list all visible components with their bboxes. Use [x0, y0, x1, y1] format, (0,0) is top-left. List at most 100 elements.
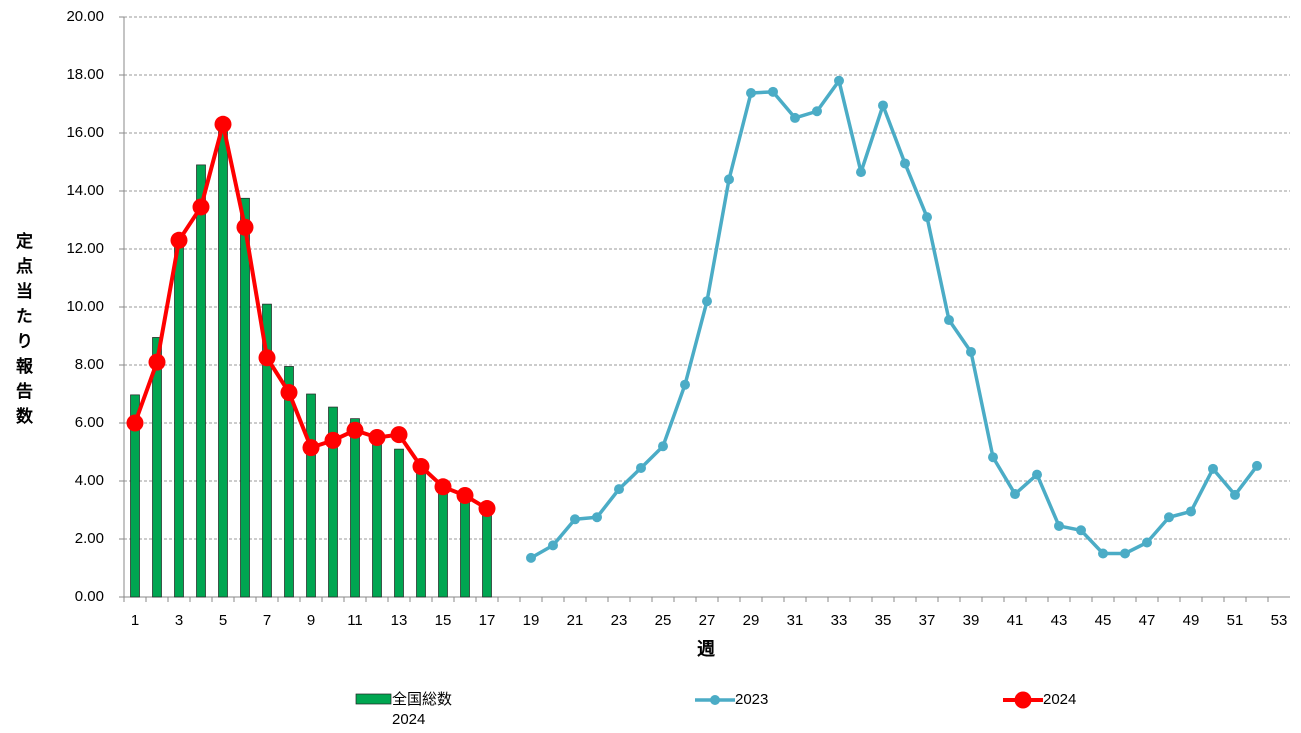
legend-swatch-bar — [355, 693, 392, 705]
bar — [284, 366, 294, 598]
x-tick-label: 7 — [263, 612, 271, 629]
marker — [1186, 506, 1196, 517]
marker — [1076, 525, 1086, 536]
bar — [130, 394, 140, 598]
bar — [350, 418, 360, 598]
marker — [1054, 520, 1064, 531]
marker — [280, 384, 298, 402]
marker — [1142, 537, 1152, 548]
bar — [196, 164, 206, 598]
bar — [460, 496, 470, 598]
bar — [174, 242, 184, 598]
marker — [1208, 463, 1218, 474]
bar — [394, 448, 404, 598]
x-tick-label: 25 — [655, 612, 672, 629]
marker — [900, 158, 910, 169]
y-tick-label: 10.00 — [66, 298, 104, 315]
legend-swatch-marker — [710, 695, 720, 705]
legend-swatch — [355, 693, 392, 705]
marker — [702, 296, 712, 307]
x-tick-label: 15 — [435, 612, 452, 629]
y-tick-label: 6.00 — [75, 414, 104, 431]
x-tick-label: 41 — [1007, 612, 1024, 629]
legend-item: 2023 — [695, 690, 768, 710]
x-tick-label: 47 — [1139, 612, 1156, 629]
marker — [812, 106, 822, 117]
x-tick-label: 9 — [307, 612, 315, 629]
x-tick-label: 39 — [963, 612, 980, 629]
x-tick-label: 45 — [1095, 612, 1112, 629]
marker — [368, 429, 386, 446]
marker — [614, 484, 624, 495]
bar — [240, 197, 250, 598]
y-tick-label: 12.00 — [66, 240, 104, 257]
marker — [724, 174, 734, 185]
marker — [746, 87, 756, 98]
legend-swatch-marker — [1014, 691, 1032, 709]
y-axis-label: 定点当たり報告数 — [13, 232, 32, 432]
marker — [412, 458, 430, 475]
marker — [302, 439, 320, 457]
marker — [966, 346, 976, 357]
marker — [214, 115, 232, 133]
marker — [856, 167, 866, 178]
marker — [570, 514, 580, 525]
x-tick-label: 35 — [875, 612, 892, 629]
x-tick-label: 19 — [523, 612, 540, 629]
bar — [262, 303, 272, 598]
bar — [306, 393, 316, 598]
marker — [680, 379, 690, 390]
x-tick-label: 11 — [347, 612, 363, 629]
x-tick-label: 33 — [831, 612, 848, 629]
marker — [456, 487, 474, 504]
bar — [218, 129, 228, 598]
y-tick-label: 20.00 — [66, 8, 104, 25]
x-tick-label: 23 — [611, 612, 628, 629]
legend-item: 全国総数 2024 — [355, 690, 470, 730]
y-tick-label: 4.00 — [75, 472, 104, 489]
marker — [148, 353, 166, 371]
marker — [834, 75, 844, 86]
marker — [346, 421, 364, 439]
legend-swatch — [1003, 691, 1043, 709]
marker — [192, 198, 210, 216]
marker — [878, 100, 888, 111]
marker — [1098, 548, 1108, 559]
marker — [548, 540, 558, 551]
bar — [482, 508, 492, 598]
x-tick-label: 49 — [1183, 612, 1200, 629]
x-tick-label: 3 — [175, 612, 183, 629]
marker — [944, 315, 954, 326]
marker — [170, 231, 188, 249]
x-tick-label: 51 — [1227, 612, 1244, 629]
x-tick-label: 17 — [479, 612, 496, 629]
x-tick-label: 1 — [131, 612, 139, 629]
x-tick-label: 27 — [699, 612, 716, 629]
bar — [416, 466, 426, 598]
marker — [658, 441, 668, 452]
marker — [790, 112, 800, 123]
y-tick-label: 16.00 — [66, 124, 104, 141]
x-axis-label: 週 — [697, 639, 715, 659]
marker — [1032, 469, 1042, 480]
y-tick-label: 2.00 — [75, 530, 104, 547]
y-tick-label: 0.00 — [75, 588, 104, 605]
marker — [258, 349, 276, 367]
legend-swatch — [695, 695, 735, 705]
bar — [372, 434, 382, 598]
marker — [636, 462, 646, 473]
x-tick-label: 53 — [1271, 612, 1288, 629]
marker — [1164, 512, 1174, 523]
marker — [1010, 489, 1020, 500]
x-tick-label: 29 — [743, 612, 760, 629]
bar — [152, 337, 162, 598]
y-tick-label: 18.00 — [66, 66, 104, 83]
legend-label: 2023 — [735, 691, 769, 708]
legend-label: 2024 — [1043, 691, 1077, 708]
x-tick-label: 43 — [1051, 612, 1068, 629]
marker — [236, 218, 254, 236]
marker — [1252, 460, 1262, 471]
marker — [526, 552, 536, 563]
